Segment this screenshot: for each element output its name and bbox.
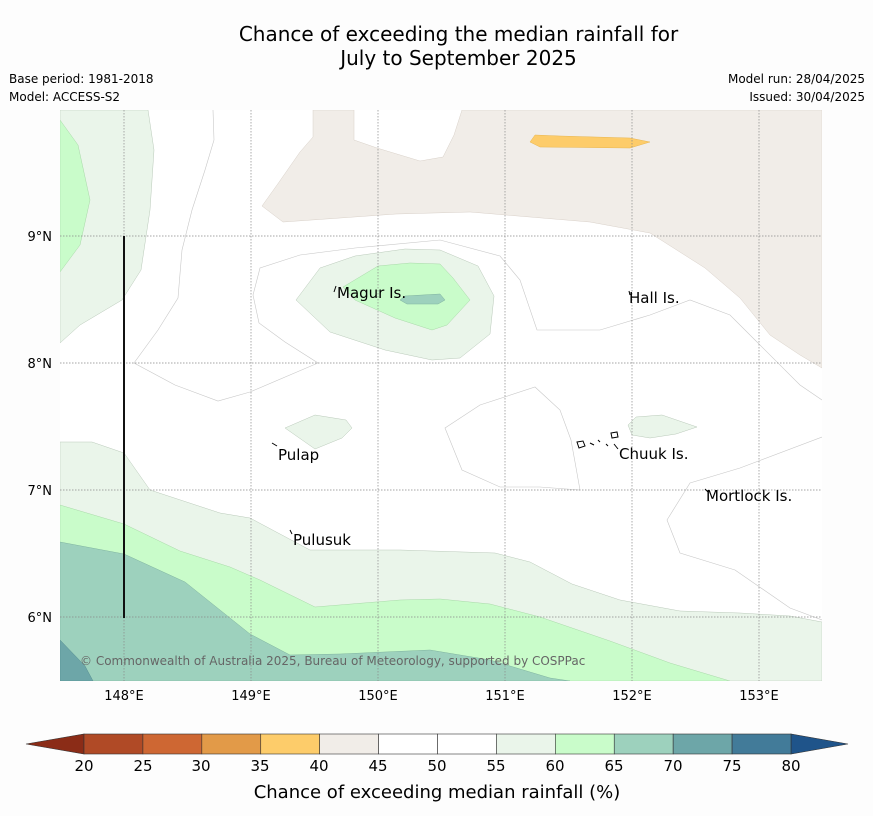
left-info: Base period: 1981-2018 Model: ACCESS-S2	[9, 70, 154, 106]
cb-tick-50: 50	[427, 757, 446, 775]
map-area: Magur Is. Hall Is. Pulap Chuuk Is. Mortl…	[60, 110, 822, 681]
cb-tick-35: 35	[250, 757, 269, 775]
colorbar-segment-75-80	[731, 733, 792, 755]
title-line-1: Chance of exceeding the median rainfall …	[238, 22, 679, 46]
cb-tick-40: 40	[309, 757, 328, 775]
contour-55-60-chuuk	[627, 414, 698, 439]
lon-label-153e: 153°E	[739, 689, 779, 704]
cb-tick-60: 60	[545, 757, 564, 775]
pulap-island-shape	[271, 442, 278, 447]
place-label-mortlock: Mortlock Is.	[706, 487, 792, 505]
colorbar-segment-35-40	[260, 733, 320, 755]
lon-label-149e: 149°E	[231, 689, 271, 704]
lon-label-148e: 148°E	[104, 689, 144, 704]
colorbar-segment-50-55	[437, 733, 497, 755]
colorbar-over-arrow	[790, 733, 849, 755]
cb-tick-75: 75	[722, 757, 741, 775]
cb-tick-65: 65	[604, 757, 623, 775]
place-label-pulap: Pulap	[278, 446, 319, 464]
issued-date: Issued: 30/04/2025	[749, 90, 865, 104]
lat-label-6n: 6°N	[28, 611, 53, 626]
lon-label-150e: 150°E	[358, 689, 398, 704]
chuuk-island-shape	[576, 431, 619, 450]
right-info: Model run: 28/04/2025 Issued: 30/04/2025	[728, 70, 865, 106]
contour-65-70-magur	[399, 293, 446, 305]
contour-lines	[133, 110, 822, 621]
colorbar-segment-40-45	[319, 733, 379, 755]
place-label-hall: Hall Is.	[629, 289, 680, 307]
contour-70-75-south	[60, 639, 94, 681]
contour-60-65-left	[60, 119, 91, 273]
colorbar-under-arrow	[25, 733, 85, 755]
hall-island-shape	[628, 290, 631, 296]
colorbar-segment-55-60	[496, 733, 556, 755]
colorbar-segment-70-75	[672, 733, 733, 755]
colorbar-segment-30-35	[201, 733, 262, 755]
mortlock-island-shape	[704, 488, 709, 493]
cb-tick-80: 80	[781, 757, 800, 775]
place-label-magur: Magur Is.	[337, 284, 406, 302]
colorbar-segments	[83, 733, 792, 755]
cb-tick-70: 70	[663, 757, 682, 775]
contour-55-60-pulap	[284, 414, 353, 450]
colorbar-segment-25-30	[142, 733, 203, 755]
magur-island-shape	[333, 285, 337, 293]
lat-label-7n: 7°N	[28, 484, 53, 499]
contour-35-40-patch	[529, 134, 651, 149]
contour-65-70-south	[60, 541, 571, 681]
cb-tick-55: 55	[486, 757, 505, 775]
cb-tick-30: 30	[191, 757, 210, 775]
cb-tick-25: 25	[133, 757, 152, 775]
cb-tick-20: 20	[74, 757, 93, 775]
place-label-chuuk: Chuuk Is.	[619, 445, 688, 463]
model-name: Model: ACCESS-S2	[9, 90, 121, 104]
colorbar-segment-65-70	[613, 733, 674, 755]
pulusuk-island-shape	[289, 529, 293, 535]
colorbar-segment-45-50	[378, 733, 438, 755]
base-period: Base period: 1981-2018	[9, 72, 154, 86]
contour-55-60-left	[60, 110, 155, 344]
map-title: Chance of exceeding the median rainfall …	[0, 22, 873, 70]
lon-label-151e: 151°E	[485, 689, 525, 704]
contour-40-45-region	[261, 110, 822, 369]
colorbar-tick-labels: 20 25 30 35 40 45 50 55 60 65 70 75 80	[74, 757, 800, 775]
copyright-notice: © Commonwealth of Australia 2025, Bureau…	[80, 654, 585, 668]
lat-label-9n: 9°N	[28, 230, 53, 245]
lon-label-152e: 152°E	[612, 689, 652, 704]
cb-tick-45: 45	[368, 757, 387, 775]
place-label-pulusuk: Pulusuk	[293, 531, 351, 549]
colorbar-segment-20-25	[83, 733, 144, 755]
colorbar-segment-60-65	[555, 733, 615, 755]
lat-label-8n: 8°N	[28, 357, 53, 372]
model-run-date: Model run: 28/04/2025	[727, 72, 865, 86]
colorbar-label: Chance of exceeding median rainfall (%)	[254, 782, 621, 803]
island-markers	[271, 285, 709, 535]
colorbar: 20 25 30 35 40 45 50 55 60 65 70 75 80 C…	[25, 733, 849, 803]
title-line-2: July to September 2025	[340, 46, 577, 70]
